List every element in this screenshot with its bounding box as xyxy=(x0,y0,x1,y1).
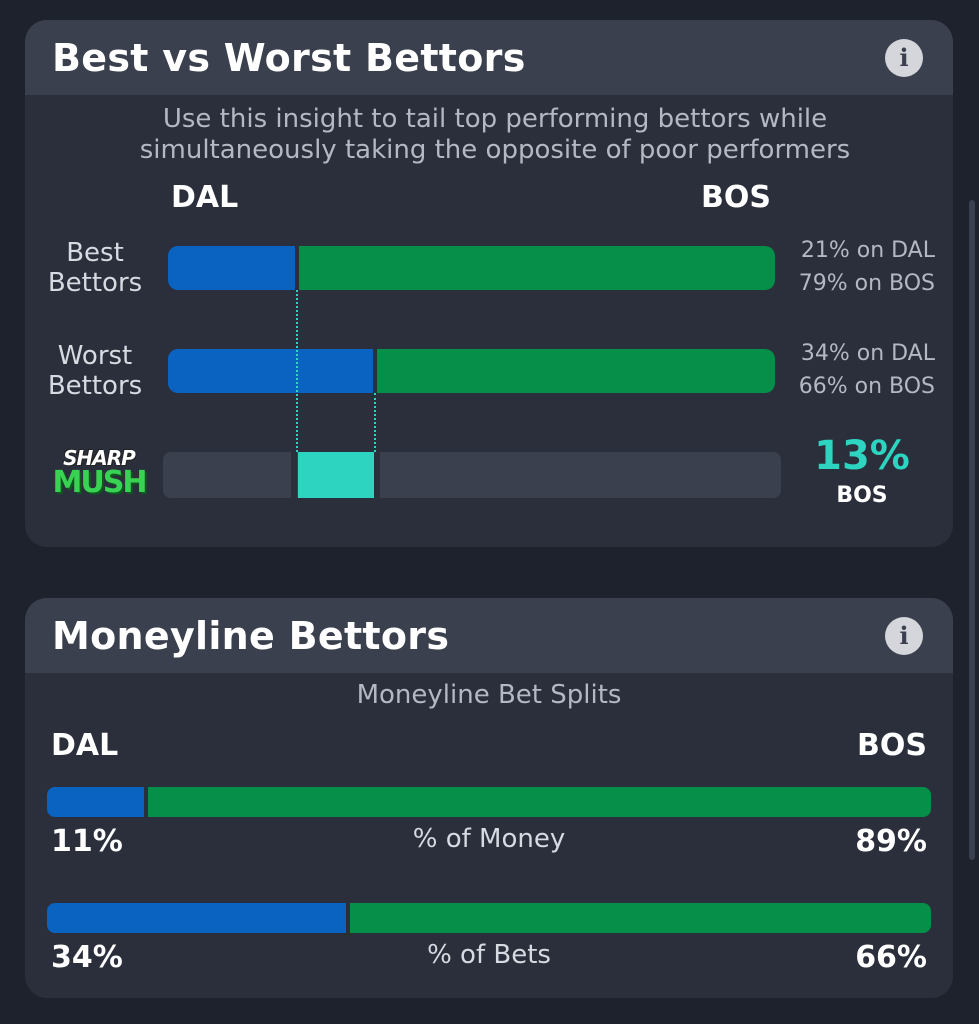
team-left-label: DAL xyxy=(51,728,119,763)
card-title: Best vs Worst Bettors xyxy=(52,35,526,80)
best-vs-worst-card: Best vs Worst Bettors i Use this insight… xyxy=(25,20,953,547)
team-left-label: DAL xyxy=(171,180,239,215)
bos-segment xyxy=(377,349,775,393)
dal-segment xyxy=(47,903,346,933)
worst-marker-line xyxy=(374,393,376,452)
bets-bos-percent: 66% xyxy=(855,940,927,975)
moneyline-subtitle: Moneyline Bet Splits xyxy=(356,680,622,710)
best-bettors-split: 21% on DAL 79% on BOS xyxy=(798,238,935,296)
bos-segment xyxy=(350,903,931,933)
difference-track xyxy=(163,452,781,498)
bos-segment xyxy=(299,246,775,290)
best-marker-line xyxy=(296,290,298,452)
money-split-bar xyxy=(47,787,931,817)
team-right-label: BOS xyxy=(857,728,927,763)
dal-segment xyxy=(168,246,295,290)
dal-segment xyxy=(47,787,144,817)
difference-highlight xyxy=(298,452,374,498)
money-dal-percent: 11% xyxy=(51,824,123,859)
bets-split-bar xyxy=(47,903,931,933)
info-icon[interactable]: i xyxy=(885,616,923,655)
card-header: Best vs Worst Bettors i xyxy=(25,20,953,95)
card-description: Use this insight to tail top performing … xyxy=(139,104,851,165)
bets-split-label: % of Bets xyxy=(427,940,551,970)
worst-bettors-split: 34% on DAL 66% on BOS xyxy=(798,341,935,399)
team-right-label: BOS xyxy=(701,180,771,215)
scrollbar[interactable] xyxy=(969,200,975,860)
worst-bettors-bar xyxy=(168,349,775,393)
row-label-best: Best Bettors xyxy=(47,238,143,298)
card-header: Moneyline Bettors i xyxy=(25,598,953,673)
money-split-label: % of Money xyxy=(412,824,566,854)
bos-segment xyxy=(148,787,931,817)
difference-percent: 13% xyxy=(814,433,910,479)
dal-segment xyxy=(168,349,373,393)
moneyline-card: Moneyline Bettors i Moneyline Bet Splits… xyxy=(25,598,953,998)
best-bettors-bar xyxy=(168,246,775,290)
card-title: Moneyline Bettors xyxy=(52,613,450,658)
info-icon[interactable]: i xyxy=(885,38,923,77)
money-bos-percent: 89% xyxy=(855,824,927,859)
bets-dal-percent: 34% xyxy=(51,940,123,975)
row-label-worst: Worst Bettors xyxy=(47,341,143,401)
difference-team: BOS xyxy=(836,483,888,508)
sharp-mush-logo: SHARP MUSH xyxy=(52,446,148,500)
